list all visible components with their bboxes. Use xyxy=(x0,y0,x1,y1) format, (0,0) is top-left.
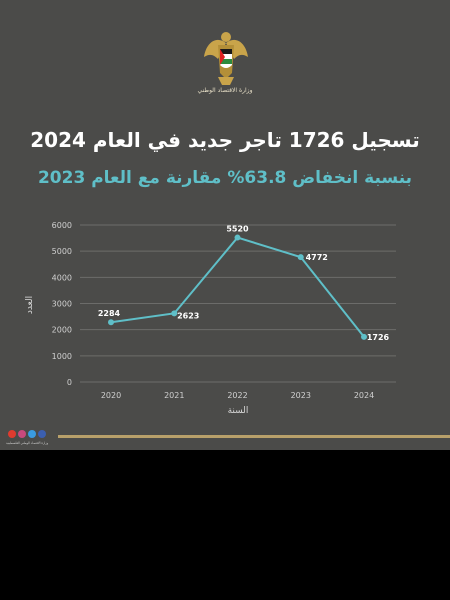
gold-divider xyxy=(58,435,450,438)
y-tick-label: 0 xyxy=(67,378,72,387)
x-tick-label: 2022 xyxy=(227,391,247,400)
youtube-icon[interactable] xyxy=(8,430,16,438)
social-caption: وزارة الاقتصاد الوطني الفلسطينية xyxy=(6,441,49,445)
social-icons xyxy=(8,430,46,440)
x-tick-label: 2024 xyxy=(354,391,374,400)
data-label: 2623 xyxy=(177,311,199,320)
y-tick-label: 1000 xyxy=(52,352,72,361)
data-point xyxy=(108,319,114,326)
y-tick-label: 6000 xyxy=(52,221,72,230)
infographic-card: وزارة الاقتصاد الوطني تسجيل 1726 تاجر جد… xyxy=(0,0,450,450)
headline-subtitle: بنسبة انخفاض 63.8% مقارنة مع العام 2023 xyxy=(37,168,413,188)
y-axis-label: العدد xyxy=(25,296,35,314)
y-tick-label: 2000 xyxy=(52,326,72,335)
data-label: 2284 xyxy=(98,309,121,318)
ministry-name: وزارة الاقتصاد الوطني xyxy=(197,87,253,94)
data-label: 1726 xyxy=(367,333,390,342)
data-point xyxy=(361,333,367,340)
data-label: 4772 xyxy=(306,253,328,262)
line-chart: 0 1000 2000 3000 4000 5000 6000 2020 2021 2022 20… xyxy=(25,221,396,416)
x-axis-label: السنة xyxy=(228,406,249,416)
data-point xyxy=(234,234,241,241)
data-point xyxy=(297,254,304,261)
palestine-eagle-emblem-icon xyxy=(204,32,248,85)
y-tick-label: 3000 xyxy=(52,300,72,309)
facebook-icon[interactable] xyxy=(38,430,46,438)
headline-title: تسجيل 1726 تاجر جديد في العام 2024 xyxy=(30,128,420,152)
data-label: 5520 xyxy=(226,225,249,234)
x-tick-label: 2023 xyxy=(291,391,311,400)
y-tick-label: 5000 xyxy=(52,247,72,256)
x-tick-label: 2020 xyxy=(101,391,121,400)
twitter-icon[interactable] xyxy=(28,430,36,438)
x-tick-label: 2021 xyxy=(164,391,184,400)
y-tick-label: 4000 xyxy=(52,273,72,282)
data-point xyxy=(171,310,178,317)
instagram-icon[interactable] xyxy=(18,430,26,438)
